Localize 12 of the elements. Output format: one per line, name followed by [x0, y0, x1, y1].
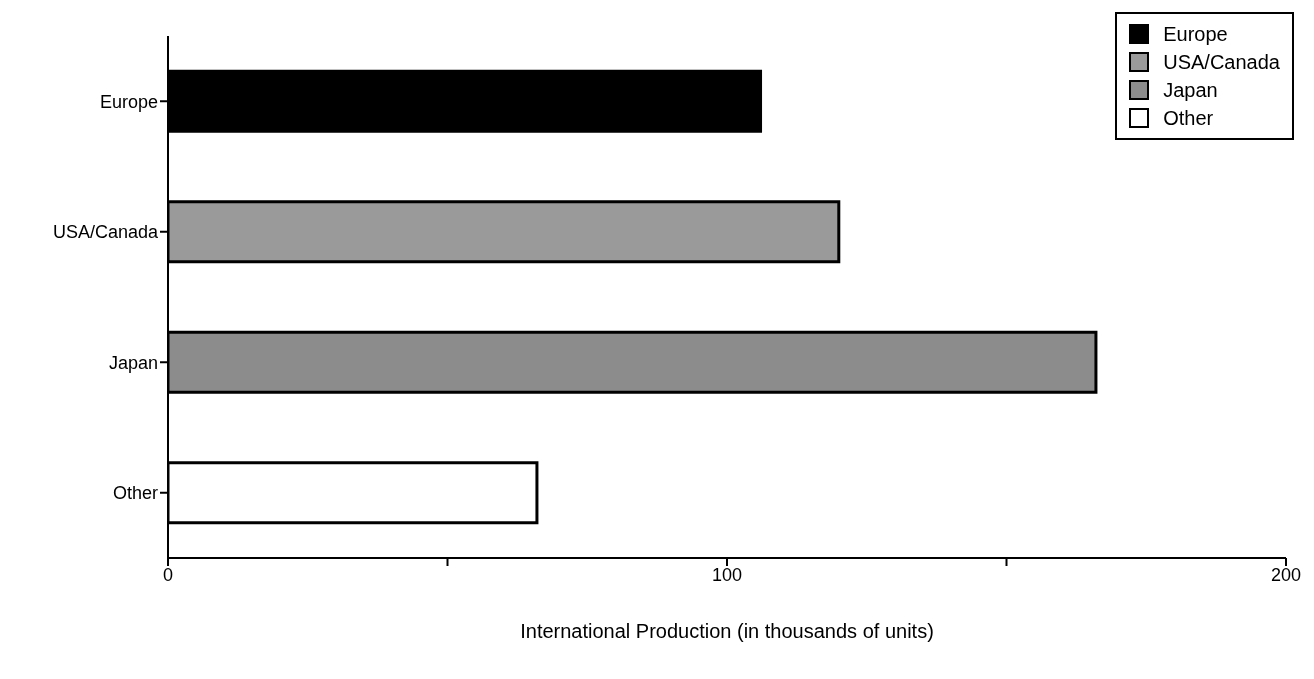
legend-label: Other — [1163, 106, 1214, 131]
y-tick-label: USA/Canada — [52, 222, 159, 243]
legend-label: Japan — [1163, 78, 1218, 103]
x-tick-label: 200 — [1270, 564, 1302, 585]
x-tick-label: 0 — [162, 564, 174, 585]
y-tick-label: Europe — [99, 91, 158, 112]
legend-label: Europe — [1163, 22, 1228, 47]
legend-label: USA/Canada — [1163, 50, 1280, 75]
x-axis-title: International Production (in thousands of units) — [520, 620, 934, 642]
y-tick-label: Other — [112, 483, 158, 504]
y-tick-label: Japan — [108, 352, 158, 373]
x-tick-label: 100 — [711, 564, 743, 585]
